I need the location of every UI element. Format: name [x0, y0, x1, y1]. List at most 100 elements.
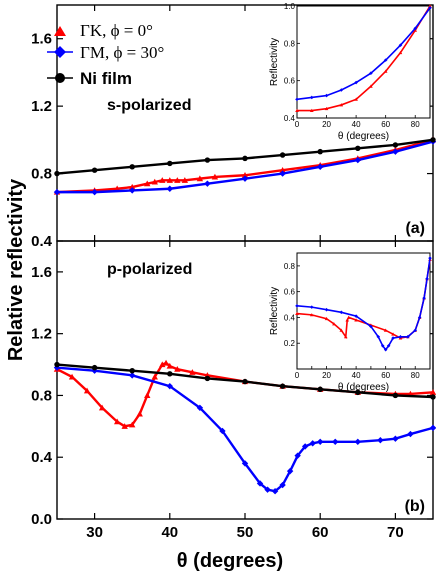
data-point-ni-film: [279, 152, 286, 158]
inset-data-point-gamma-m: [380, 344, 385, 348]
legend-label-gamma-k: ΓK, ϕ = 0°: [80, 21, 153, 40]
panel-label: (a): [405, 220, 425, 237]
y-tick-label: 0.8: [31, 387, 52, 404]
polarization-label: s-polarized: [107, 97, 191, 114]
inset-x-axis-label: θ (degrees): [338, 382, 389, 393]
inset-x-tick-label: 0: [295, 120, 300, 129]
data-point-gamma-k: [196, 175, 204, 182]
inset-y-tick-label: 1.0: [284, 2, 296, 11]
data-point-ni-film: [242, 378, 248, 385]
inset-data-point-gamma-k: [309, 313, 314, 317]
data-point-gamma-k: [162, 359, 170, 366]
inset-data-point-gamma-m: [391, 336, 395, 340]
legend-marker-triangle: [54, 26, 66, 36]
data-point-gamma-m: [129, 187, 136, 194]
data-point-ni-film: [167, 371, 173, 377]
inset-data-point-gamma-m: [369, 71, 373, 75]
data-point-ni-film: [91, 167, 98, 173]
data-point-gamma-k: [174, 365, 181, 372]
inset-data-point-gamma-k: [383, 328, 388, 332]
inset-data-point-gamma-k: [383, 69, 388, 73]
data-point-ni-film: [204, 157, 211, 163]
inset-data-point-gamma-k: [339, 103, 344, 107]
data-point-gamma-m: [301, 443, 309, 450]
data-point-gamma-m: [204, 180, 211, 187]
inset-data-point-gamma-m: [324, 93, 329, 98]
inset-data-point-gamma-m: [428, 6, 432, 10]
data-point-ni-film: [392, 392, 399, 399]
y-tick-label: 0.8: [31, 166, 52, 183]
inset-data-point-gamma-m: [417, 315, 422, 320]
inset-series-line-gamma-k: [297, 5, 431, 112]
data-point-gamma-k: [83, 387, 91, 394]
legend-marker-diamond: [54, 46, 66, 58]
legend-label-gamma-m: ΓM, ϕ = 30°: [80, 43, 164, 62]
data-point-gamma-k: [144, 392, 151, 399]
data-point-gamma-k: [174, 177, 181, 183]
inset-x-tick-label: 60: [381, 120, 390, 129]
data-point-ni-film: [91, 364, 98, 371]
inset-data-point-gamma-k: [346, 315, 351, 319]
data-point-gamma-k: [159, 177, 166, 183]
inset-x-tick-label: 20: [322, 371, 331, 380]
x-tick-label: 40: [161, 524, 178, 541]
inset-data-point-gamma-m: [413, 328, 418, 333]
inset-data-point-gamma-m: [413, 26, 418, 31]
inset-data-point-gamma-k: [354, 97, 358, 101]
data-point-gamma-k: [279, 167, 286, 173]
inset-data-point-gamma-m: [354, 80, 358, 85]
inset-series-line-gamma-m: [296, 258, 431, 351]
inset-x-tick-label: 20: [322, 120, 331, 129]
y-axis-label: Relative reflectivity: [5, 178, 27, 361]
inset-y-tick-label: 0.2: [284, 339, 296, 348]
data-point-gamma-k: [144, 180, 151, 187]
inset-y-tick-label: 0.8: [284, 39, 296, 48]
inset-data-point-gamma-k: [398, 50, 403, 55]
data-point-gamma-k: [151, 178, 158, 185]
inset-x-tick-label: 60: [381, 371, 390, 380]
inset-data-point-gamma-m: [398, 334, 403, 339]
data-point-gamma-m: [317, 438, 324, 445]
y-tick-label: 0.4: [31, 233, 53, 250]
data-point-ni-film: [355, 389, 361, 396]
data-point-ni-film: [204, 375, 211, 382]
x-tick-label: 30: [86, 524, 103, 541]
inset-y-tick-label: 0.8: [284, 262, 296, 271]
data-point-ni-film: [54, 170, 60, 177]
y-tick-label: 1.6: [31, 264, 52, 281]
data-point-ni-film: [129, 368, 135, 374]
inset-x-tick-label: 80: [411, 371, 420, 380]
data-point-gamma-m: [196, 404, 204, 411]
data-point-gamma-k: [136, 410, 143, 417]
inset-data-point-gamma-m: [309, 95, 314, 100]
data-point-gamma-m: [166, 382, 173, 390]
data-point-gamma-m: [286, 467, 294, 475]
inset-data-point-gamma-k: [354, 318, 358, 322]
data-point-gamma-m: [377, 437, 384, 444]
y-tick-label: 1.6: [31, 31, 52, 48]
data-point-gamma-m: [354, 156, 361, 164]
data-point-gamma-m: [241, 460, 249, 467]
data-point-gamma-k: [211, 173, 219, 180]
data-point-ni-film: [355, 145, 361, 152]
inset-data-point-gamma-k: [332, 322, 336, 326]
inset-data-point-gamma-m: [354, 314, 358, 318]
panel-b: 30 40 50 60 70 0.0 0.4 0.8 1.2 1.6 p-polarized (b) 0…: [31, 240, 436, 541]
panel-a: 0.4 0.8 1.2 1.6 s-polarized (a) 0 20 40 60 80 0.4 0.…: [31, 2, 436, 250]
inset-series-line-gamma-m: [296, 7, 431, 101]
data-point-gamma-m: [264, 486, 271, 493]
data-point-gamma-k: [189, 369, 196, 375]
inset-data-point-gamma-m: [383, 58, 388, 62]
legend-entry-ni-film: Ni film: [47, 69, 132, 88]
inset-data-point-gamma-k: [369, 84, 373, 88]
data-point-ni-film: [54, 361, 60, 368]
inset-y-tick-label: 0.4: [284, 313, 296, 322]
inset-y-axis-label: Reflectivity: [269, 38, 280, 86]
data-point-ni-film: [279, 383, 286, 389]
data-point-ni-film: [242, 155, 248, 162]
x-tick-label: 50: [237, 524, 254, 541]
inset-y-tick-label: 0.4: [284, 114, 296, 123]
legend-marker-circle: [55, 73, 65, 83]
inset-data-point-gamma-k: [391, 332, 395, 336]
series-line-gamma-m: [57, 140, 434, 194]
